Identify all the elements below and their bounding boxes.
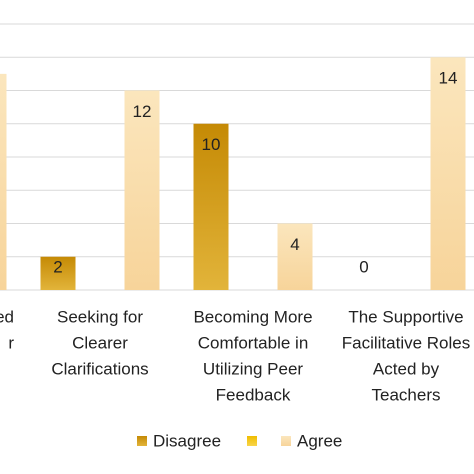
bar (0, 73, 7, 290)
data-label: 14 (439, 69, 458, 88)
bar (40, 256, 76, 290)
data-label: 2 (53, 257, 62, 276)
bar (124, 90, 160, 290)
data-label: 10 (202, 135, 221, 154)
bar (277, 223, 313, 290)
x-tick-label: Acted by (373, 359, 440, 378)
x-tick-label: Comfortable in (198, 333, 309, 352)
legend-swatch (247, 436, 257, 446)
x-tick-label: Facilitative Roles (342, 333, 471, 352)
x-tick-label: The Supportive (348, 307, 463, 326)
x-tick-label: Clearer (72, 333, 128, 352)
legend-label: Disagree (153, 431, 221, 450)
x-tick-label: Clarifications (51, 359, 148, 378)
bar (430, 57, 466, 290)
legend-swatch (137, 436, 147, 446)
data-label: 4 (290, 235, 299, 254)
x-tick-label: ed (0, 307, 14, 326)
legend-swatch (281, 436, 291, 446)
data-label: 0 (359, 257, 368, 276)
x-tick-label: Utilizing Peer (203, 359, 303, 378)
legend-label: Agree (297, 431, 342, 450)
data-label: 12 (133, 102, 152, 121)
x-tick-label: Seeking for (57, 307, 143, 326)
x-tick-label: Feedback (216, 385, 291, 404)
x-tick-label: Becoming More (193, 307, 312, 326)
x-tick-label: r (8, 333, 14, 352)
x-tick-label: Teachers (372, 385, 441, 404)
bar (193, 123, 229, 290)
